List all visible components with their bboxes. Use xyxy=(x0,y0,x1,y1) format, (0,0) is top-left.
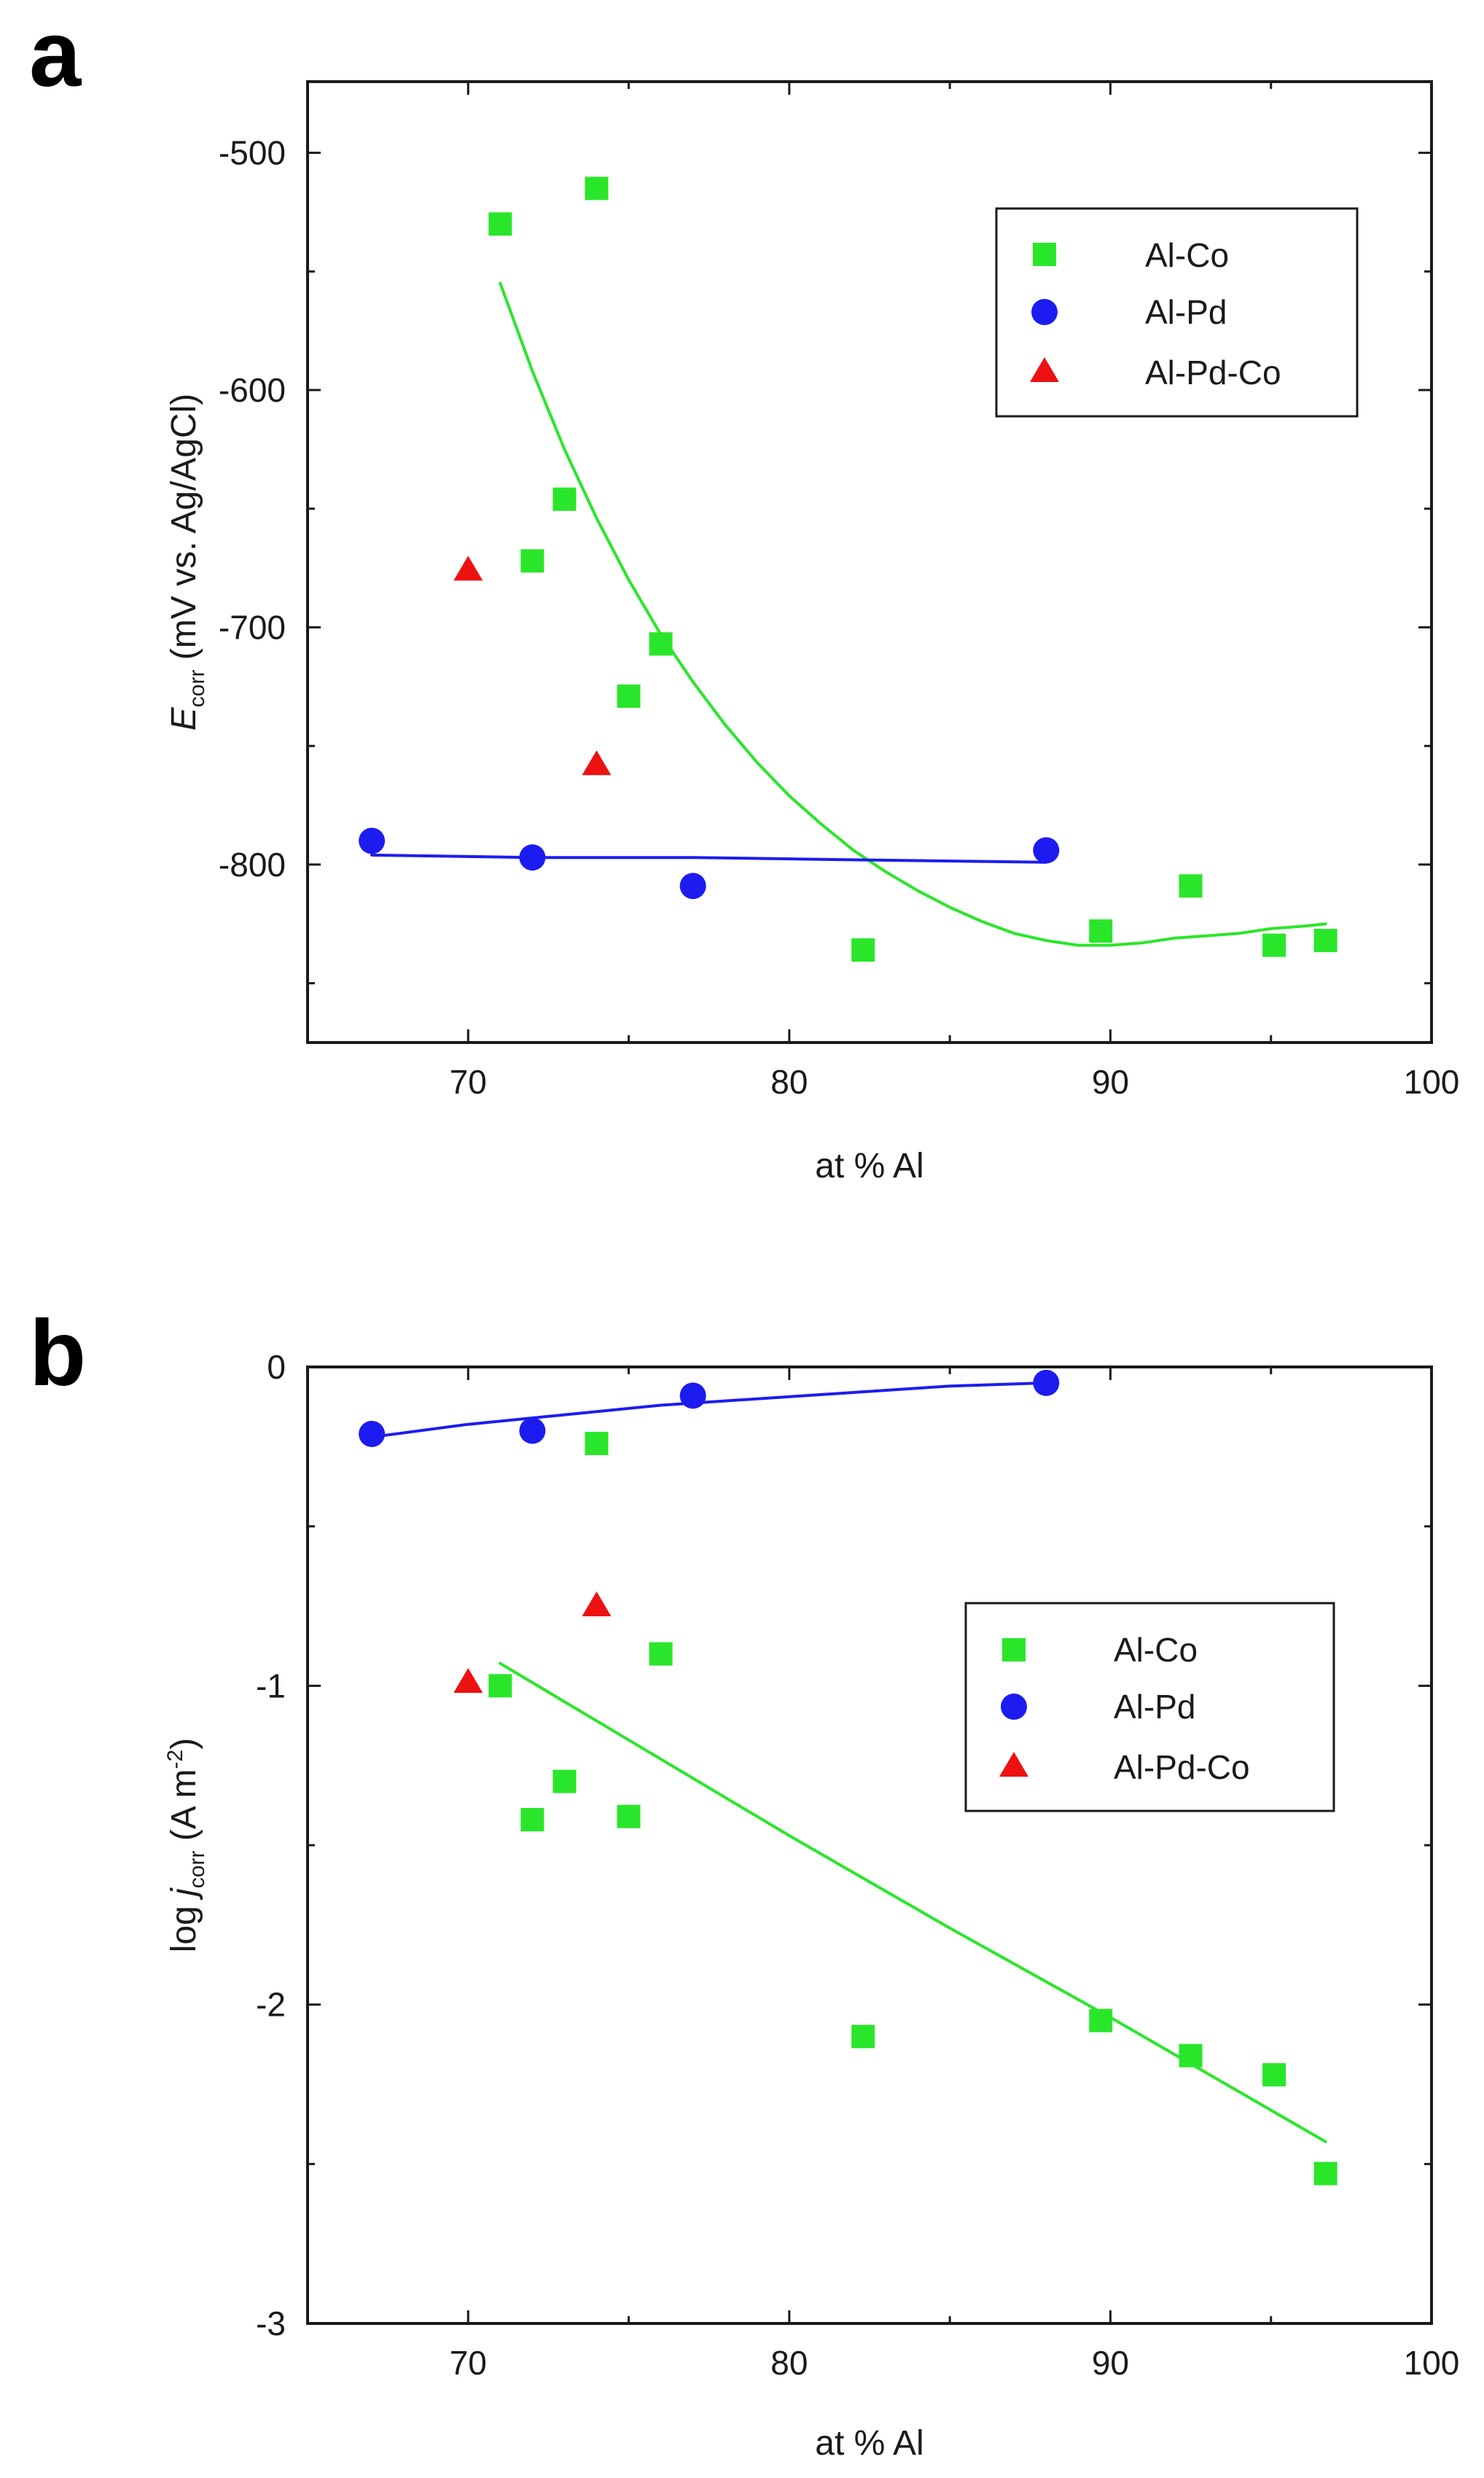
panel-b-legend-al-pd-marker xyxy=(1001,1694,1027,1720)
panel-a-fit-lines xyxy=(370,281,1327,947)
data-point-al-co xyxy=(649,632,673,656)
panel-a-legend-al-pd-co-label: Al-Pd-Co xyxy=(1145,354,1281,391)
panel-b-y-tick-labels: 0 -1 -2 -3 xyxy=(256,1348,286,2342)
panel-a-data-points xyxy=(359,176,1337,962)
data-point-al-co xyxy=(1313,2162,1337,2186)
data-point-al-pd xyxy=(519,1417,546,1444)
panel-a-ticks xyxy=(306,82,1433,1043)
x-tick-label: 70 xyxy=(450,1063,487,1101)
data-point-al-pd xyxy=(1033,1369,1060,1396)
x-tick-label: 70 xyxy=(450,2344,487,2382)
y-tick-label: -1 xyxy=(256,1667,286,1704)
y-tick-label: -500 xyxy=(219,134,286,172)
x-tick-label: 80 xyxy=(770,2344,808,2382)
data-point-al-pd-co xyxy=(453,556,483,581)
data-point-al-co xyxy=(585,176,609,200)
data-point-al-co xyxy=(1089,919,1113,943)
data-point-al-pd xyxy=(679,873,706,900)
panel-a: a 70 80 90 100 -500 -600 -700 -800 at % Al Eco… xyxy=(29,2,1459,1185)
panel-b-legend-al-pd-co-label: Al-Pd-Co xyxy=(1114,1748,1250,1786)
data-point-al-co xyxy=(851,938,875,962)
panel-a-legend-al-pd-marker xyxy=(1031,299,1058,325)
panel-a-x-tick-labels: 70 80 90 100 xyxy=(450,1063,1460,1101)
x-tick-label: 90 xyxy=(1092,2344,1129,2382)
panel-b-legend-al-pd-label: Al-Pd xyxy=(1114,1688,1195,1726)
panel-b: b 70 80 90 100 0 -1 -2 -3 at % Al log jcorr (A… xyxy=(29,1301,1459,2463)
data-point-al-co xyxy=(1313,929,1337,953)
data-point-al-pd-co xyxy=(453,1667,483,1693)
data-point-al-co xyxy=(649,1642,673,1666)
data-point-al-co xyxy=(488,212,512,236)
data-point-al-pd xyxy=(679,1382,706,1409)
y-tick-label: -800 xyxy=(219,846,286,884)
data-point-al-co xyxy=(1262,2062,1286,2087)
panel-a-y-tick-labels: -500 -600 -700 -800 xyxy=(219,134,286,884)
panel-a-legend: Al-Co Al-Pd Al-Pd-Co xyxy=(995,207,1359,418)
data-point-al-co xyxy=(520,1808,544,1832)
fit-line-al-pd xyxy=(370,1381,1048,1439)
panel-b-y-axis-subscript: corr xyxy=(185,1850,209,1888)
y-tick-label: -600 xyxy=(219,371,286,409)
fit-line-al-co xyxy=(499,281,1327,947)
panel-b-y-axis-log: log xyxy=(165,1896,203,1952)
fit-line-al-pd xyxy=(370,853,1048,864)
data-point-al-pd xyxy=(519,844,546,871)
panel-a-legend-al-pd-co-marker xyxy=(1030,357,1059,382)
panel-a-plot-frame xyxy=(306,80,1433,1044)
panel-a-letter: a xyxy=(29,2,82,106)
panel-b-legend: Al-Co Al-Pd Al-Pd-Co xyxy=(964,1602,1335,1812)
data-point-al-pd xyxy=(1033,837,1060,864)
y-tick-label: -2 xyxy=(256,1986,286,2024)
panel-b-legend-al-co-marker xyxy=(1002,1638,1026,1661)
panel-b-x-axis-title: at % Al xyxy=(815,2424,923,2463)
data-point-al-pd-co xyxy=(582,1591,612,1616)
panel-b-y-axis-close: ) xyxy=(165,1738,203,1750)
data-point-al-co xyxy=(1262,933,1286,957)
panel-a-x-axis-title: at % Al xyxy=(815,1147,923,1185)
data-point-al-co xyxy=(851,2025,875,2049)
panel-b-fit-lines xyxy=(370,1381,1327,2143)
data-point-al-co xyxy=(552,487,577,511)
x-tick-label: 100 xyxy=(1404,2344,1460,2382)
panel-b-data-points xyxy=(359,1369,1337,2186)
panel-b-plot-frame xyxy=(306,1365,1433,2325)
panel-a-legend-al-co-marker xyxy=(1033,243,1056,266)
data-point-al-pd-co xyxy=(582,750,612,776)
panel-b-legend-al-pd-co-marker xyxy=(999,1752,1028,1777)
panel-a-y-axis-symbol: E xyxy=(165,706,203,730)
y-tick-label: 0 xyxy=(267,1348,286,1386)
data-point-al-co xyxy=(1179,2043,1203,2068)
panel-b-y-axis-title: log jcorr (A m-2) xyxy=(163,1738,209,1952)
y-tick-label: -700 xyxy=(219,608,286,646)
fit-line-al-co xyxy=(499,1661,1327,2143)
panel-a-legend-al-pd-label: Al-Pd xyxy=(1145,293,1227,331)
data-point-al-co xyxy=(488,1674,512,1698)
panel-a-y-axis-units: (mV vs. Ag/AgCl) xyxy=(165,394,203,670)
data-point-al-co xyxy=(552,1769,577,1793)
panel-b-legend-al-co-label: Al-Co xyxy=(1114,1631,1198,1669)
x-tick-label: 100 xyxy=(1404,1063,1460,1101)
panel-a-legend-al-co-label: Al-Co xyxy=(1145,236,1229,274)
data-point-al-co xyxy=(1089,2008,1113,2033)
data-point-al-co xyxy=(617,1804,641,1828)
panel-a-y-axis-title: Ecorr (mV vs. Ag/AgCl) xyxy=(165,394,209,730)
data-point-al-pd xyxy=(359,1420,386,1447)
panel-b-x-tick-labels: 70 80 90 100 xyxy=(450,2344,1460,2382)
y-tick-label: -3 xyxy=(256,2304,286,2342)
data-point-al-co xyxy=(617,684,641,708)
x-tick-label: 80 xyxy=(770,1063,808,1101)
panel-b-y-axis-units: (A m xyxy=(165,1769,203,1850)
panel-b-ticks xyxy=(306,1365,1433,2325)
data-point-al-co xyxy=(1179,874,1203,898)
panel-b-letter: b xyxy=(29,1301,86,1406)
x-tick-label: 90 xyxy=(1092,1063,1129,1101)
panel-b-y-axis-superscript: -2 xyxy=(163,1750,187,1769)
panel-a-y-axis-subscript: corr xyxy=(185,670,209,708)
data-point-al-co xyxy=(585,1431,609,1455)
data-point-al-co xyxy=(520,549,544,573)
data-point-al-pd xyxy=(359,827,386,854)
